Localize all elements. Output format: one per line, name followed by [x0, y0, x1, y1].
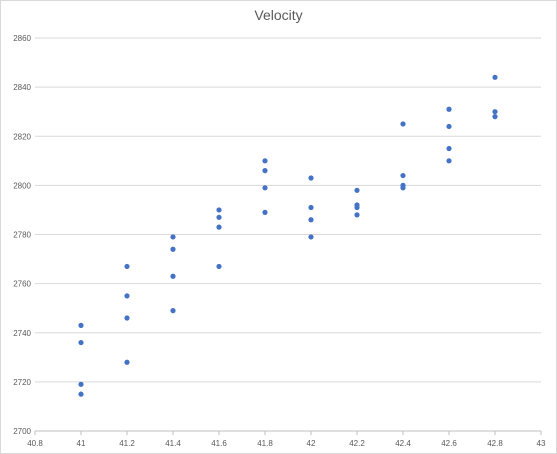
- data-point: [354, 212, 360, 218]
- data-point: [308, 204, 314, 211]
- data-point: [492, 109, 498, 115]
- data-point: [216, 207, 222, 213]
- data-point: [308, 175, 314, 181]
- data-point: [308, 217, 314, 223]
- data-point: [216, 263, 222, 270]
- data-point: [400, 172, 406, 179]
- x-tick-label: 41: [77, 439, 86, 448]
- data-point: [216, 214, 222, 220]
- data-point: [170, 308, 176, 314]
- data-point: [124, 359, 130, 365]
- data-point: [354, 204, 360, 211]
- data-point: [78, 391, 84, 397]
- y-tick-label: 2860: [13, 34, 31, 43]
- x-tick-label: 41.4: [165, 439, 181, 448]
- x-tick-label: 40.8: [27, 439, 43, 448]
- data-point: [78, 339, 84, 346]
- y-tick-label: 2800: [13, 181, 31, 190]
- data-point: [170, 273, 176, 279]
- y-tick-label: 2700: [13, 427, 31, 436]
- data-point: [124, 293, 130, 299]
- data-point: [446, 145, 452, 152]
- data-point: [124, 315, 130, 321]
- data-point: [446, 158, 452, 164]
- chart-title: Velocity: [254, 7, 303, 23]
- x-tick-label: 43: [537, 439, 546, 448]
- x-tick-label: 42.8: [487, 439, 503, 448]
- data-point: [400, 121, 406, 127]
- x-tick-label: 41.6: [211, 439, 227, 448]
- x-tick-label: 42.4: [395, 439, 411, 448]
- data-point: [446, 123, 452, 130]
- data-point: [262, 168, 268, 174]
- x-tick-label: 42.2: [349, 439, 365, 448]
- data-point: [216, 224, 222, 230]
- data-point: [446, 106, 452, 112]
- y-tick-label: 2780: [13, 231, 31, 240]
- data-point: [78, 322, 84, 328]
- x-tick-label: 42.6: [441, 439, 457, 448]
- data-point: [262, 209, 268, 215]
- data-point: [400, 185, 406, 191]
- data-point: [170, 246, 176, 252]
- x-tick-label: 41.2: [119, 439, 135, 448]
- data-point: [78, 381, 84, 387]
- data-point: [354, 187, 360, 193]
- data-point: [124, 263, 130, 270]
- x-tick-label: 41.8: [257, 439, 273, 448]
- y-tick-label: 2720: [13, 378, 31, 387]
- data-point: [308, 234, 314, 240]
- data-point: [492, 74, 498, 80]
- y-tick-label: 2840: [13, 83, 31, 92]
- data-point: [170, 234, 176, 240]
- y-tick-label: 2740: [13, 329, 31, 338]
- data-point: [262, 158, 268, 164]
- data-point: [492, 114, 498, 120]
- y-tick-label: 2760: [13, 280, 31, 289]
- y-tick-label: 2820: [13, 132, 31, 141]
- x-tick-label: 42: [307, 439, 316, 448]
- data-point: [262, 185, 268, 191]
